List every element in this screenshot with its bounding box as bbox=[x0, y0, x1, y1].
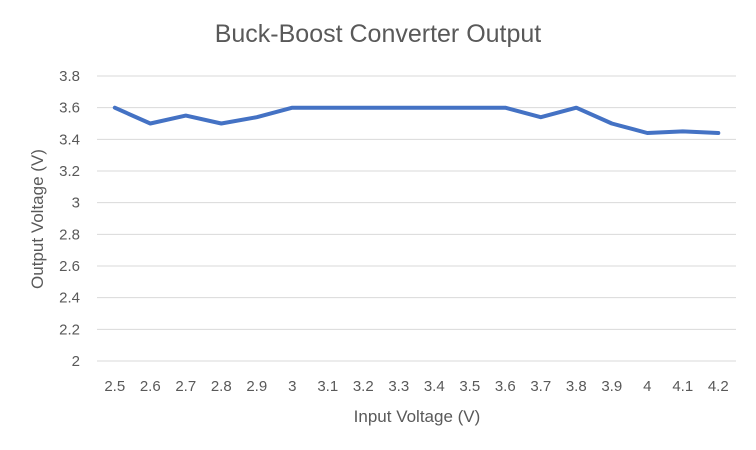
y-tick-label: 2.6 bbox=[59, 258, 80, 275]
x-tick-label: 3.5 bbox=[459, 378, 480, 395]
x-tick-label: 3.2 bbox=[353, 378, 374, 395]
y-tick-label: 2.2 bbox=[59, 321, 80, 338]
x-tick-label: 4.2 bbox=[708, 378, 729, 395]
x-axis-title: Input Voltage (V) bbox=[354, 407, 481, 426]
y-tick-label: 3.2 bbox=[59, 163, 80, 180]
x-tick-label: 3 bbox=[288, 378, 296, 395]
x-tick-label: 2.6 bbox=[140, 378, 161, 395]
y-axis-ticks: 2 2.2 2.4 2.6 2.8 3 3.2 3.4 3.6 3.8 bbox=[59, 68, 80, 370]
x-tick-label: 3.6 bbox=[495, 378, 516, 395]
y-tick-label: 2 bbox=[72, 353, 80, 370]
y-axis-title: Output Voltage (V) bbox=[28, 149, 47, 289]
x-tick-label: 2.8 bbox=[211, 378, 232, 395]
chart-title: Buck-Boost Converter Output bbox=[215, 20, 542, 48]
x-tick-label: 3.7 bbox=[530, 378, 551, 395]
y-tick-label: 3.6 bbox=[59, 100, 80, 117]
x-tick-label: 3.1 bbox=[317, 378, 338, 395]
y-tick-label: 2.4 bbox=[59, 290, 80, 307]
x-axis-ticks: 2.5 2.6 2.7 2.8 2.9 3 3.1 3.2 3.3 3.4 3.5 3.6 3.7 3.8… bbox=[104, 378, 728, 395]
x-tick-label: 3.8 bbox=[566, 378, 587, 395]
x-tick-label: 2.7 bbox=[175, 378, 196, 395]
y-tick-label: 3.8 bbox=[59, 68, 80, 85]
x-tick-label: 3.4 bbox=[424, 378, 445, 395]
x-tick-label: 4.1 bbox=[672, 378, 693, 395]
x-tick-label: 4 bbox=[643, 378, 651, 395]
y-tick-label: 3.4 bbox=[59, 131, 80, 148]
y-tick-label: 3 bbox=[72, 195, 80, 212]
x-tick-label: 3.3 bbox=[388, 378, 409, 395]
x-tick-label: 3.9 bbox=[601, 378, 622, 395]
x-tick-label: 2.9 bbox=[246, 378, 267, 395]
y-tick-label: 2.8 bbox=[59, 226, 80, 243]
x-tick-label: 2.5 bbox=[104, 378, 125, 395]
series-line-0 bbox=[112, 105, 721, 135]
series-layer bbox=[112, 105, 721, 135]
